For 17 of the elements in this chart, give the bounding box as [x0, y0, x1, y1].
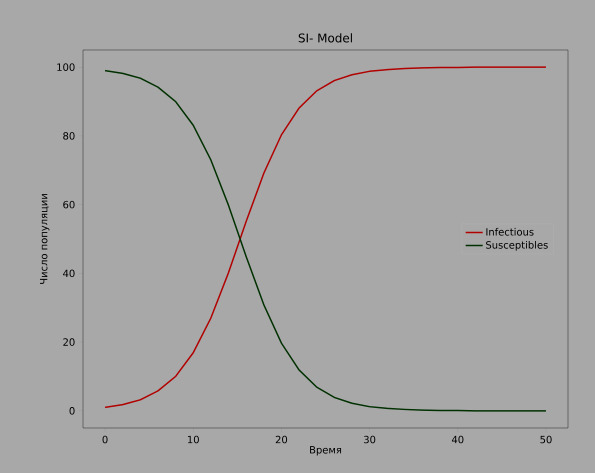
x-tick-label: 50 — [540, 436, 552, 444]
y-axis-title: Число популяции — [40, 194, 50, 284]
x-axis-title: Время — [310, 446, 342, 456]
x-tick-label: 30 — [364, 436, 376, 444]
y-tick-label: 20 — [63, 338, 75, 346]
y-tick-label: 100 — [57, 63, 75, 71]
x-tick-label: 20 — [276, 436, 288, 444]
y-tick-label: 40 — [63, 270, 75, 278]
legend-label: Susceptibles — [486, 240, 548, 251]
x-tick-label: 0 — [102, 436, 108, 444]
y-tick-label: 60 — [63, 200, 75, 208]
chart-title: SI- Model — [298, 33, 352, 42]
y-tick-label: 0 — [70, 407, 75, 415]
x-tick-label: 10 — [188, 436, 199, 444]
x-tick-label: 40 — [452, 436, 464, 444]
legend-label: Infectious — [486, 228, 534, 236]
y-tick-label: 80 — [63, 132, 75, 140]
